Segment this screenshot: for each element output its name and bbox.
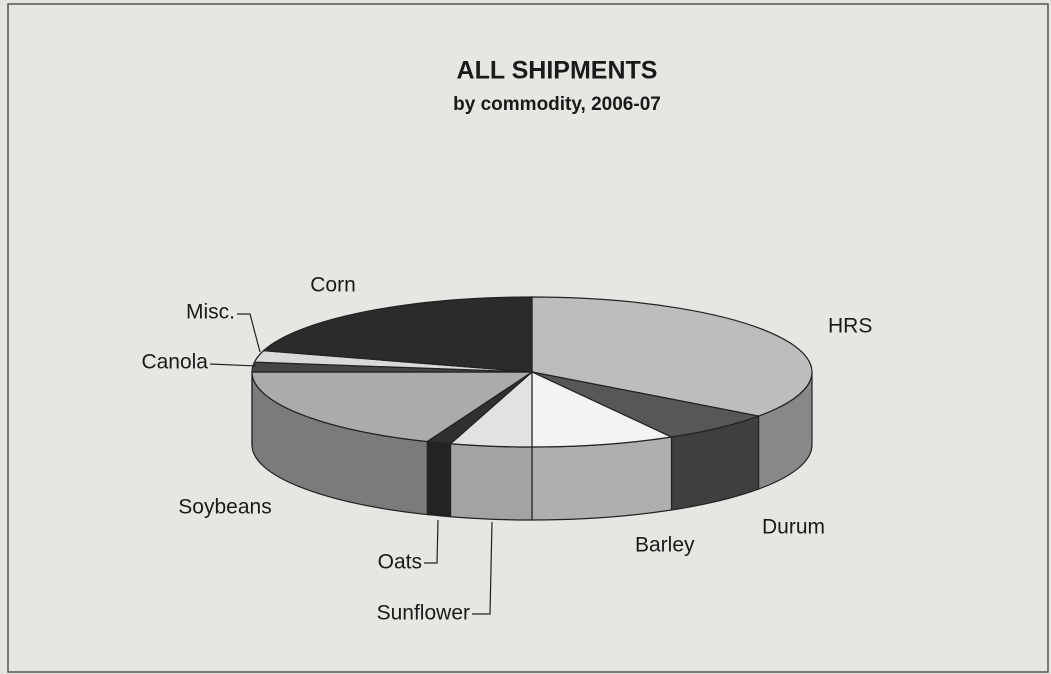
- pie-tops: [251, 296, 813, 448]
- slice: [531, 371, 761, 438]
- slice-side: [531, 436, 673, 521]
- slice-label: Corn: [310, 274, 356, 297]
- slice-side: [426, 440, 452, 518]
- slice-label: Canola: [141, 351, 208, 374]
- slice-label: Durum: [762, 516, 825, 539]
- leader-line: [424, 519, 439, 564]
- slice: [531, 296, 813, 417]
- slice-label: Oats: [378, 551, 422, 574]
- pie-sides: [251, 371, 813, 521]
- slice: [251, 371, 534, 443]
- slice-label: HRS: [828, 315, 872, 338]
- labels: HRS Durum Barley Sunflower Oats Soybeans Canol…: [141, 274, 872, 625]
- slice-label: Sunflower: [377, 602, 470, 625]
- leader-line: [209, 363, 257, 367]
- chart-title: ALL SHIPMENTS: [457, 57, 658, 85]
- slice-label: Barley: [635, 534, 695, 557]
- slice: [531, 371, 674, 448]
- slice-label: Soybeans: [178, 496, 271, 519]
- slice: [262, 296, 533, 373]
- chart-subtitle: by commodity, 2006-07: [453, 94, 661, 115]
- slice-label: Misc.: [186, 301, 235, 324]
- leader-line: [237, 313, 261, 353]
- leader-line: [472, 521, 493, 615]
- slice-side: [449, 443, 533, 521]
